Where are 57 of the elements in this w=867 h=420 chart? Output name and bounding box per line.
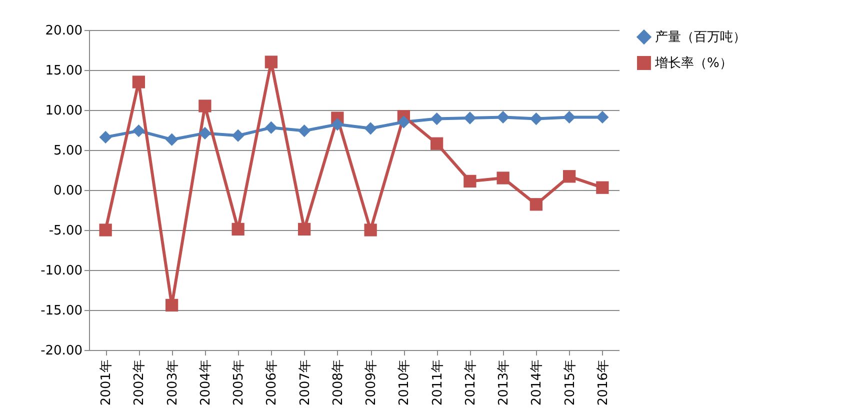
x-tick-label: 2004年 — [198, 360, 214, 406]
point — [99, 224, 112, 236]
point — [562, 110, 576, 124]
point — [430, 112, 444, 126]
point — [530, 198, 543, 211]
point — [99, 130, 112, 144]
y-tick-label: -15.00 — [40, 304, 82, 318]
x-tick-label: 2003年 — [165, 360, 180, 406]
y-tick-label: 5.00 — [54, 144, 82, 158]
point — [364, 224, 377, 236]
x-tick-label: 2015年 — [562, 360, 578, 406]
point — [198, 100, 212, 112]
point — [530, 112, 543, 126]
point — [496, 110, 510, 124]
y-tick-label: 10.00 — [45, 104, 82, 118]
point — [464, 174, 476, 188]
y-tick-label: -20.00 — [40, 344, 82, 358]
point — [264, 121, 278, 134]
point — [596, 110, 609, 124]
x-tick-label: 2016年 — [596, 360, 611, 406]
point — [232, 129, 244, 142]
point — [165, 133, 178, 146]
point — [264, 56, 278, 68]
x-tick-label: 2002年 — [132, 360, 148, 406]
x-tick-label: 2009年 — [364, 360, 380, 406]
x-tick-label: 2007年 — [298, 360, 313, 406]
point — [464, 112, 476, 124]
y-tick-label: 20.00 — [45, 24, 82, 38]
point — [562, 170, 576, 183]
y-tick-label: -10.00 — [40, 264, 82, 278]
x-tick-label: 2001年 — [99, 360, 114, 406]
point — [132, 76, 146, 88]
x-tick-label: 2005年 — [232, 360, 247, 406]
point — [596, 181, 609, 194]
point — [132, 124, 146, 138]
point — [397, 116, 410, 128]
y-tick-label: 15.00 — [45, 64, 82, 78]
point — [298, 124, 311, 138]
x-tick-label: 2012年 — [463, 360, 478, 406]
point — [165, 298, 178, 312]
point — [232, 222, 244, 236]
point — [430, 137, 444, 150]
x-tick-label: 2010年 — [397, 360, 412, 406]
legend-label: 产量（百万吨） — [655, 30, 746, 45]
x-tick-label: 2008年 — [330, 360, 346, 406]
y-tick-label: 0.00 — [54, 184, 82, 198]
y-tick-label: -5.00 — [48, 224, 82, 238]
point — [364, 122, 377, 135]
x-tick-label: 2011年 — [430, 360, 446, 406]
x-tick-label: 2014年 — [530, 360, 545, 406]
legend-label: 增长率（%） — [654, 55, 732, 71]
point — [496, 172, 510, 184]
x-tick-label: 2013年 — [496, 360, 512, 406]
point — [298, 222, 311, 236]
x-tick-label: 2006年 — [264, 360, 280, 406]
point — [198, 126, 212, 140]
point — [331, 118, 344, 131]
